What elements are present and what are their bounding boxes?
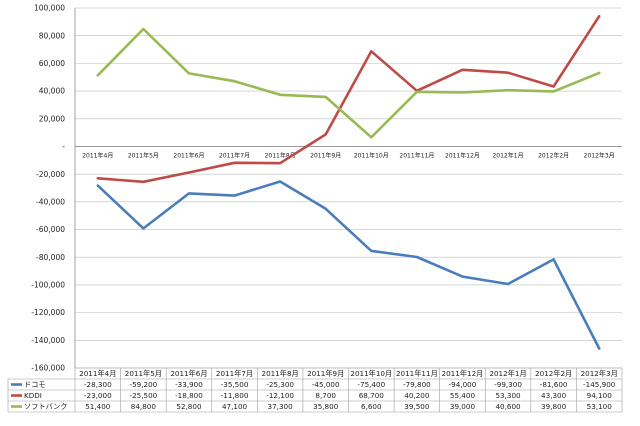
- table-value-cell: 40,600: [495, 402, 521, 411]
- y-tick-label: -: [62, 142, 65, 151]
- table-header-cell: 2011年9月: [307, 369, 344, 378]
- gridlines: [74, 7, 622, 369]
- table-value-cell: 47,100: [222, 402, 248, 411]
- x-category-label: 2011年6月: [173, 151, 204, 159]
- x-axis-category-labels: 2011年4月 2011年5月 2011年6月 2011年7月 2011年8月 2011年…: [82, 151, 615, 159]
- series-line: [96, 27, 601, 139]
- series-lines: [96, 14, 601, 350]
- y-tick-label: -80,000: [36, 253, 65, 262]
- table-value-cell: 39,500: [404, 402, 430, 411]
- x-category-label: 2011年7月: [219, 151, 250, 159]
- y-tick-label: -100,000: [31, 281, 65, 290]
- y-tick-label: -40,000: [36, 197, 65, 206]
- y-tick-label: -160,000: [31, 364, 65, 373]
- y-axis-ticks: 100,000 80,000 60,000 40,000 20,000 - -20,000 -…: [31, 4, 65, 373]
- x-category-label: 2012年1月: [492, 151, 523, 159]
- y-tick-label: 40,000: [39, 87, 65, 96]
- table-value-cell: -25,500: [130, 391, 158, 400]
- table-value-cell: 51,400: [85, 402, 111, 411]
- x-category-label: 2011年12月: [445, 151, 480, 159]
- table-value-cell: 68,700: [359, 391, 385, 400]
- series-name: KDDI: [24, 391, 42, 400]
- table-value-cell: 53,100: [587, 402, 613, 411]
- table-value-cell: -79,800: [403, 380, 431, 389]
- y-tick-label: 60,000: [39, 59, 65, 68]
- table-header-cell: 2011年6月: [170, 369, 207, 378]
- table-value-cell: 40,200: [404, 391, 430, 400]
- x-category-label: 2011年10月: [354, 151, 389, 159]
- series-line: [96, 14, 601, 184]
- table-value-cell: -25,300: [266, 380, 294, 389]
- table-value-cell: -45,000: [312, 380, 340, 389]
- table-value-cell: 35,800: [313, 402, 339, 411]
- y-tick-label: -140,000: [31, 336, 65, 345]
- table-header-cell: 2011年4月: [79, 369, 116, 378]
- x-category-label: 2012年2月: [538, 151, 569, 159]
- series-name: ソフトバンク: [24, 402, 68, 411]
- table-value-cell: 39,000: [450, 402, 476, 411]
- table-value-cell: -35,500: [221, 380, 249, 389]
- table-value-cell: 39,800: [541, 402, 567, 411]
- table-value-cell: -145,900: [583, 380, 616, 389]
- data-table: 2011年4月 2011年5月 2011年6月 2011年7月 2011年8月 2011年…: [7, 367, 623, 413]
- table-header-cell: 2011年10月: [350, 369, 392, 378]
- series-name: ドコモ: [24, 380, 46, 389]
- table-value-cell: 53,300: [495, 391, 521, 400]
- table-value-cell: -59,200: [130, 380, 158, 389]
- table-value-cell: -99,300: [494, 380, 522, 389]
- x-category-label: 2011年8月: [265, 151, 296, 159]
- table-value-cell: -75,400: [357, 380, 385, 389]
- x-category-label: 2012年3月: [584, 151, 615, 159]
- y-tick-label: 100,000: [34, 4, 65, 13]
- table-header-cell: 2011年11月: [396, 369, 438, 378]
- table-value-cell: 52,800: [176, 402, 202, 411]
- table-value-cell: 55,400: [450, 391, 476, 400]
- y-tick-label: 80,000: [39, 31, 65, 40]
- table-value-cell: -11,800: [221, 391, 249, 400]
- y-tick-label: -60,000: [36, 225, 65, 234]
- table-value-cell: 84,800: [131, 402, 157, 411]
- table-value-cell: 94,100: [587, 391, 613, 400]
- table-value-cell: 37,300: [268, 402, 294, 411]
- table-header-cell: 2012年3月: [581, 369, 618, 378]
- table-value-cell: -94,000: [449, 380, 477, 389]
- table-header-cell: 2011年12月: [442, 369, 484, 378]
- table-header-cell: 2012年1月: [489, 369, 526, 378]
- table-value-cell: -33,900: [175, 380, 203, 389]
- table-value-cell: 8,700: [315, 391, 336, 400]
- table-value-cell: 6,600: [361, 402, 382, 411]
- y-tick-label: -20,000: [36, 170, 65, 179]
- table-value-cell: -18,800: [175, 391, 203, 400]
- x-category-label: 2011年4月: [82, 151, 113, 159]
- y-tick-label: -120,000: [31, 308, 65, 317]
- table-header-cell: 2011年8月: [262, 369, 299, 378]
- table-value-cell: -23,000: [84, 391, 112, 400]
- table-header-cell: 2011年7月: [216, 369, 253, 378]
- table-value-cell: -81,600: [540, 380, 568, 389]
- y-tick-label: 20,000: [39, 114, 65, 123]
- table-header-cell: 2011年5月: [125, 369, 162, 378]
- table-value-cell: 43,300: [541, 391, 567, 400]
- table-value-cell: -12,100: [266, 391, 294, 400]
- x-category-label: 2011年11月: [399, 151, 434, 159]
- x-category-label: 2011年5月: [128, 151, 159, 159]
- table-header-cell: 2012年2月: [535, 369, 572, 378]
- table-value-cell: -28,300: [84, 380, 112, 389]
- x-category-label: 2011年9月: [310, 151, 341, 159]
- series-line: [96, 180, 601, 350]
